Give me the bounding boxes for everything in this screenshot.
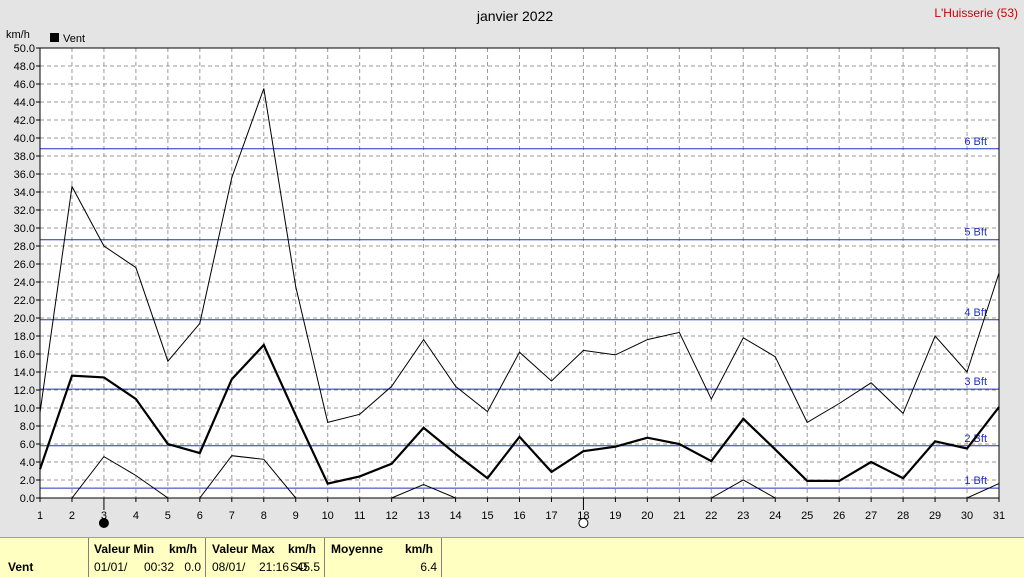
x-tick-label: 13 xyxy=(417,510,429,522)
x-tick-label: 29 xyxy=(929,510,941,522)
y-tick-label: 18.0 xyxy=(14,331,35,343)
min-header: Valeur Min xyxy=(94,542,155,556)
avg-unit: km/h xyxy=(405,542,434,556)
x-tick-label: 4 xyxy=(133,510,139,522)
y-tick-label: 22.0 xyxy=(14,295,35,307)
series-line-max xyxy=(39,88,1000,424)
plot-frame xyxy=(39,47,1000,499)
new-moon-icon xyxy=(98,518,109,528)
y-tick-label: 4.0 xyxy=(20,457,35,469)
y-tick-label: 30.0 xyxy=(14,223,35,235)
y-tick-label: 10.0 xyxy=(14,403,35,415)
x-tick-label: 2 xyxy=(69,510,75,522)
min-unit: km/h xyxy=(169,542,198,556)
x-tick-label: 10 xyxy=(322,510,334,522)
footer-divider xyxy=(441,538,442,577)
y-tick-label: 32.0 xyxy=(14,205,35,217)
max-header: Valeur Max xyxy=(212,542,275,556)
x-tick-label: 18 xyxy=(577,510,589,522)
x-tick-label: 27 xyxy=(865,510,877,522)
min-value: 0.0 xyxy=(184,560,201,574)
max-value: 45.5 xyxy=(296,560,320,574)
x-tick-label: 5 xyxy=(165,510,171,522)
y-tick-label: 42.0 xyxy=(14,115,35,127)
x-tick-label: 19 xyxy=(609,510,621,522)
y-tick-label: 24.0 xyxy=(14,277,35,289)
y-tick-label: 28.0 xyxy=(14,241,35,253)
y-tick-label: 0.0 xyxy=(20,493,35,505)
y-tick-label: 40.0 xyxy=(14,133,35,145)
avg-header: Moyenne xyxy=(331,542,384,556)
y-tick-label: 38.0 xyxy=(14,151,35,163)
x-tick-label: 17 xyxy=(545,510,557,522)
x-tick-label: 8 xyxy=(261,510,267,522)
x-tick-label: 1 xyxy=(37,510,43,522)
y-tick-label: 12.0 xyxy=(14,385,35,397)
beaufort-label: 5 Bft xyxy=(964,227,987,239)
chart-title: janvier 2022 xyxy=(476,8,553,24)
max-unit: km/h xyxy=(288,542,317,556)
x-tick-label: 28 xyxy=(897,510,909,522)
legend-label: Vent xyxy=(63,33,85,45)
x-tick-label: 14 xyxy=(449,510,461,522)
y-tick-label: 26.0 xyxy=(14,259,35,271)
x-tick-label: 6 xyxy=(197,510,203,522)
x-tick-label: 26 xyxy=(833,510,845,522)
x-tick-label: 25 xyxy=(801,510,813,522)
legend-swatch xyxy=(50,33,59,42)
y-tick-label: 50.0 xyxy=(14,43,35,55)
avg-cell: Moyenne km/h 6.4 xyxy=(324,538,441,577)
x-tick-label: 22 xyxy=(705,510,717,522)
beaufort-label: 6 Bft xyxy=(964,136,987,148)
x-tick-label: 16 xyxy=(513,510,525,522)
avg-value: 6.4 xyxy=(420,560,437,574)
y-tick-label: 14.0 xyxy=(14,367,35,379)
x-tick-label: 30 xyxy=(961,510,973,522)
y-tick-label: 2.0 xyxy=(20,475,35,487)
x-tick-label: 23 xyxy=(737,510,749,522)
full-moon-icon xyxy=(578,518,589,528)
min-time: 00:32 xyxy=(144,560,175,574)
station-label: L'Huisserie (53) xyxy=(934,6,1018,20)
series-line-mean xyxy=(38,343,1000,485)
y-tick-label: 16.0 xyxy=(14,349,35,361)
y-tick-label: 8.0 xyxy=(20,421,35,433)
max-time: 21:16 xyxy=(259,560,290,574)
x-tick-label: 31 xyxy=(993,510,1005,522)
y-tick-label: 36.0 xyxy=(14,169,35,181)
y-tick-label: 34.0 xyxy=(14,187,35,199)
x-tick-label: 11 xyxy=(354,510,365,522)
max-cell: Valeur Max km/h 08/01/ 21:16 SO 45.5 xyxy=(205,538,324,577)
y-tick-label: 6.0 xyxy=(20,439,35,451)
max-date: 08/01/ xyxy=(212,560,246,574)
y-tick-label: 20.0 xyxy=(14,313,35,325)
x-tick-label: 21 xyxy=(673,510,685,522)
x-tick-label: 12 xyxy=(386,510,398,522)
y-tick-label: 48.0 xyxy=(14,61,35,73)
min-cell: Valeur Min km/h 01/01/ 00:32 0.0 xyxy=(88,538,205,577)
wind-chart: janvier 2022 L'Huisserie (53) km/h Vent … xyxy=(6,6,1018,528)
y-axis-unit: km/h xyxy=(6,29,30,41)
beaufort-label: 3 Bft xyxy=(964,376,987,388)
x-tick-label: 15 xyxy=(481,510,493,522)
footer-row-label: Vent xyxy=(8,560,34,574)
max-direction: SO xyxy=(290,560,308,574)
beaufort-label: 4 Bft xyxy=(964,307,987,319)
stats-footer: Vent Valeur Min km/h 01/01/ 00:32 0.0 Va… xyxy=(0,537,1024,577)
beaufort-label: 1 Bft xyxy=(964,475,987,487)
x-tick-label: 3 xyxy=(101,510,107,522)
x-tick-label: 9 xyxy=(293,510,299,522)
y-tick-label: 44.0 xyxy=(14,97,35,109)
y-tick-label: 46.0 xyxy=(14,79,35,91)
min-date: 01/01/ xyxy=(94,560,128,574)
x-tick-label: 24 xyxy=(769,510,781,522)
x-tick-label: 20 xyxy=(641,510,653,522)
x-tick-label: 7 xyxy=(229,510,235,522)
